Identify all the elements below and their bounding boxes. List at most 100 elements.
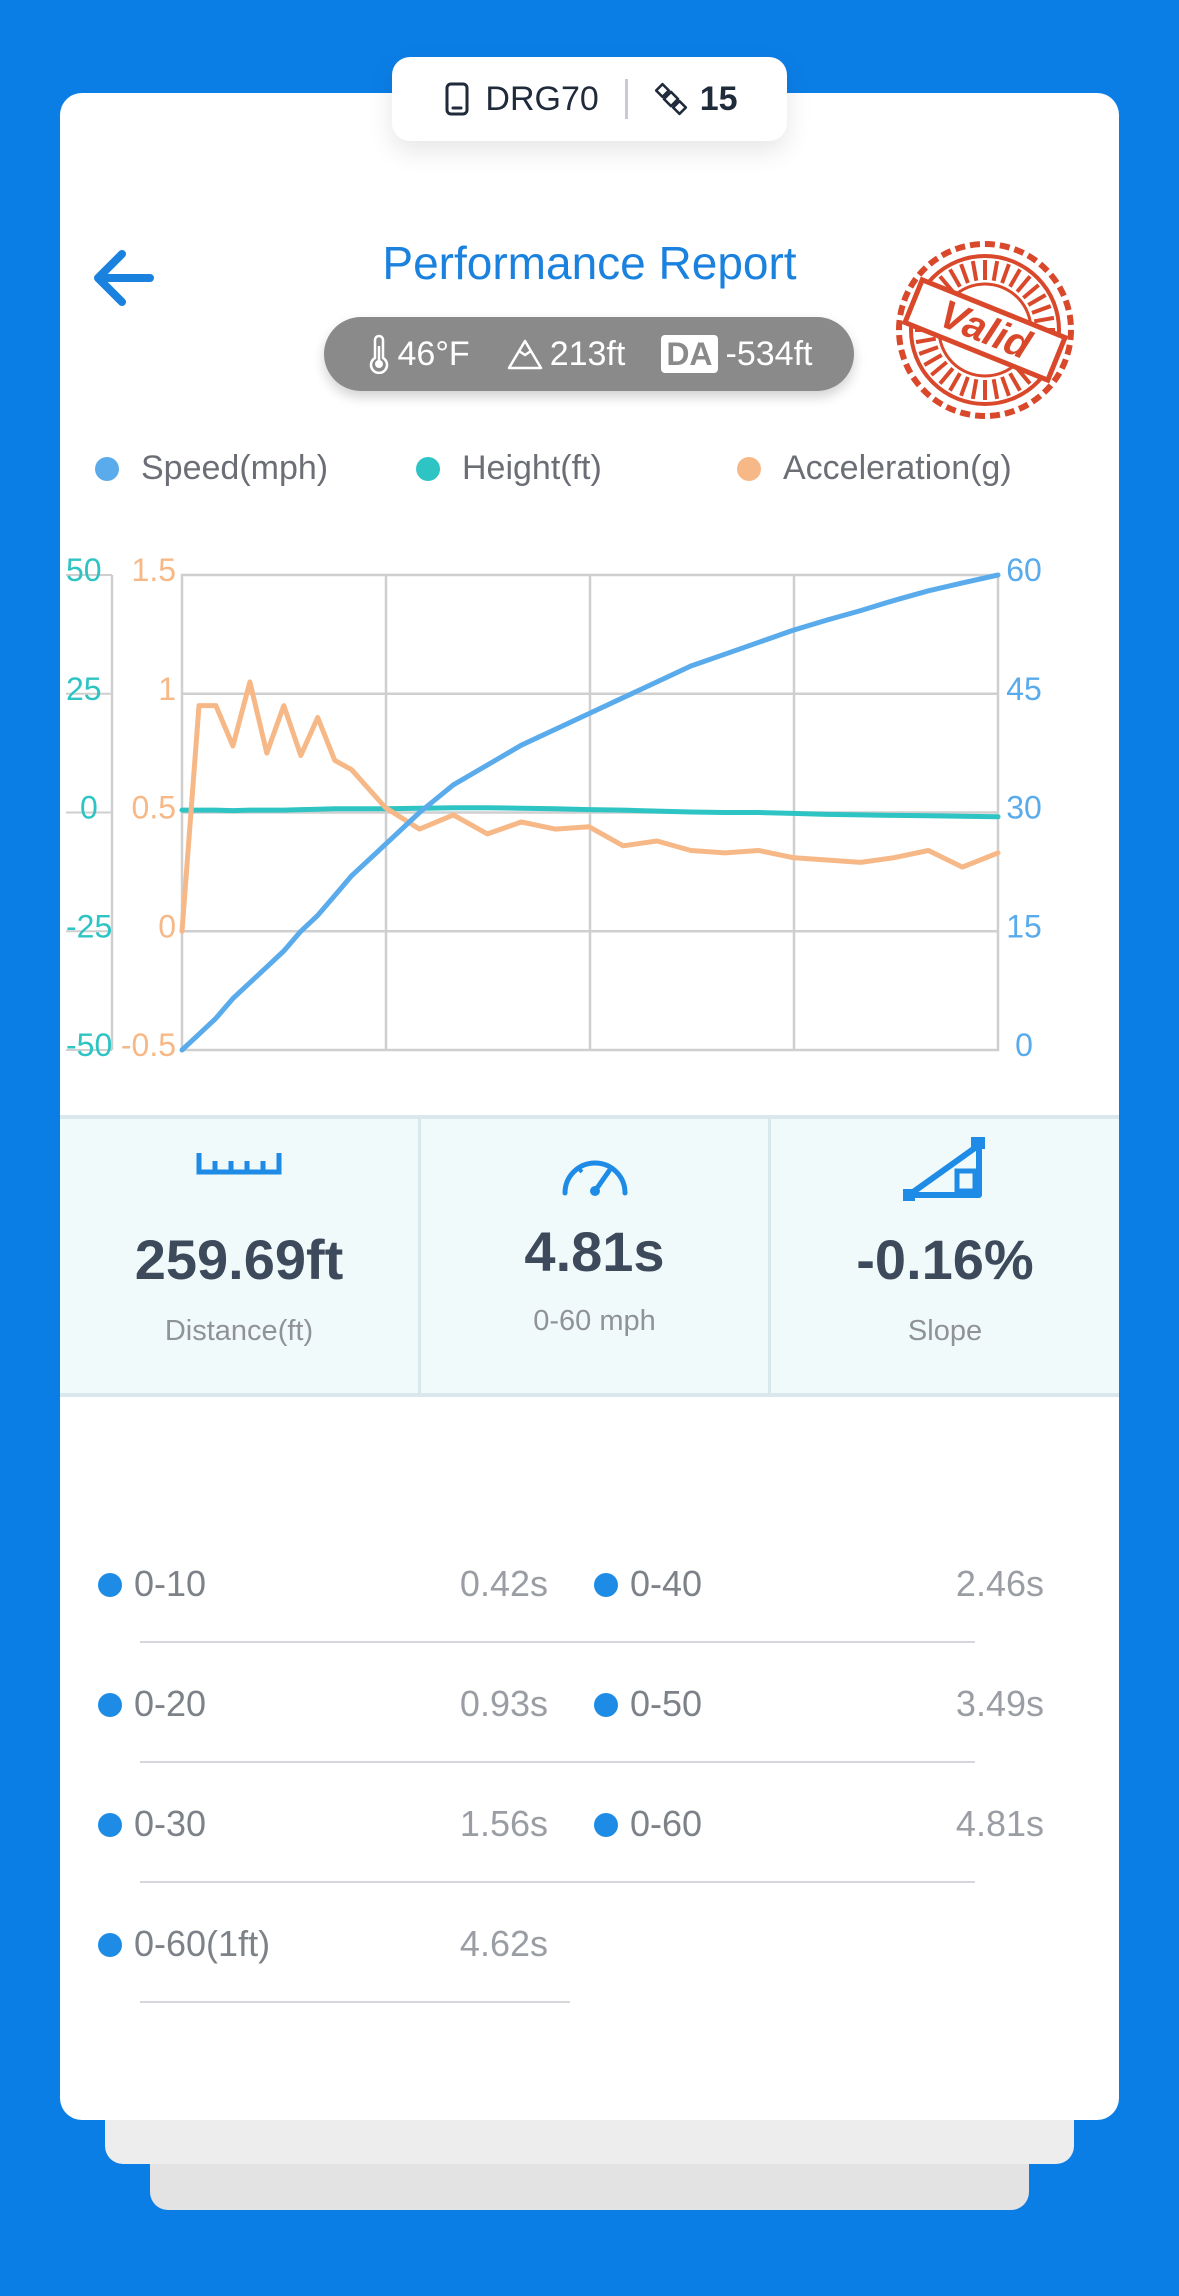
conditions-pill: 46°F 213ft DA -534ft [324, 317, 854, 391]
stamp-ray [1033, 315, 1055, 324]
row-divider [140, 1641, 975, 1643]
series-line-height [179, 805, 1001, 820]
tick-label-acceleration: 0 [158, 908, 176, 944]
split-row: 0-20 0.93s [98, 1673, 548, 1733]
satellite-icon [654, 82, 687, 116]
stat-divider [768, 1119, 771, 1393]
tick-label-acceleration: 1.5 [132, 552, 176, 588]
split-row: 0-60 4.81s [594, 1793, 1044, 1853]
legend-acceleration: Acceleration(g) [737, 449, 1012, 488]
slope-value: -0.16% [856, 1228, 1034, 1291]
legend-dot [95, 456, 119, 481]
legend-dot [737, 456, 761, 481]
arrow-left-icon [94, 250, 154, 306]
zero-sixty-label: 0-60 mph [533, 1305, 656, 1337]
tick-label-height: -50 [66, 1027, 112, 1063]
performance-chart[interactable]: 50 25 0 -25 -50 1.5 1 0.5 0 -0.5 60 45 30 15 0 [60, 513, 1119, 1113]
tick-label-speed: 30 [1006, 790, 1042, 826]
stamp-ray [1008, 372, 1022, 392]
density-altitude: DA -534ft [661, 335, 812, 374]
chart-legend: Speed(mph) Height(ft) Acceleration(g) [60, 449, 1119, 499]
tick-label-height: 0 [80, 790, 98, 826]
stamp-ray [970, 378, 979, 400]
stamp-ray [918, 345, 939, 356]
stamp-ray [948, 372, 962, 392]
tick-label-acceleration: -0.5 [121, 1027, 176, 1063]
split-row: 0-10 0.42s [98, 1553, 548, 1613]
split-bullet [98, 1813, 122, 1837]
density-altitude-value: -534ft [725, 334, 813, 373]
temperature-value: 46°F [397, 334, 470, 373]
stamp-ray [1015, 275, 1032, 293]
stat-distance: 259.69ft Distance(ft) [60, 1119, 418, 1393]
split-row: 0-50 3.49s [594, 1673, 1044, 1733]
stamp-ray [1000, 376, 1011, 397]
legend-label: Height(ft) [462, 449, 602, 487]
device-name: DRG70 [485, 79, 599, 118]
slope-label: Slope [907, 1315, 983, 1347]
tick-label-acceleration: 0.5 [132, 790, 176, 826]
split-time: 2.46s [955, 1563, 1044, 1604]
legend-speed: Speed(mph) [95, 449, 328, 488]
stamp-ray [991, 260, 1000, 282]
legend-label: Acceleration(g) [783, 449, 1012, 487]
stat-slope: -0.16% Slope [771, 1119, 1119, 1393]
split-name: 0-60 [630, 1803, 703, 1844]
split-name: 0-40 [630, 1563, 703, 1604]
satellite-count: 15 [699, 79, 738, 118]
tick-label-height: -25 [66, 908, 112, 944]
stat-divider [418, 1119, 421, 1393]
valid-stamp: Valid [890, 235, 1080, 425]
stamp-ray [948, 268, 962, 288]
stamp-ray [1000, 263, 1011, 284]
row-divider [140, 1881, 975, 1883]
mountain-icon [507, 339, 542, 370]
device-badge[interactable]: DRG70 15 [392, 57, 787, 141]
split-name: 0-60(1ft) [134, 1923, 271, 1964]
temperature: 46°F [366, 334, 470, 374]
split-bullet [594, 1813, 618, 1837]
split-time: 0.93s [459, 1683, 548, 1724]
stats-panel: 259.69ft Distance(ft) 4.81s 0-60 mph [60, 1115, 1119, 1397]
stamp-ray [970, 260, 979, 282]
split-name: 0-50 [630, 1683, 703, 1724]
thermometer-icon [369, 334, 388, 374]
divider [624, 79, 628, 119]
split-name: 0-20 [134, 1683, 207, 1724]
tick-label-height: 25 [66, 671, 102, 707]
altitude: 213ft [506, 334, 626, 374]
stamp-ray [1008, 268, 1022, 288]
stamp-ray [915, 336, 937, 345]
altitude-value: 213ft [549, 334, 626, 373]
stamp-seal-icon: Valid [896, 241, 1074, 419]
tick-label-acceleration: 1 [158, 671, 176, 707]
zero-sixty-value: 4.81s [524, 1220, 665, 1283]
stamp-ray [959, 263, 970, 284]
tick-label-speed: 60 [1006, 552, 1042, 588]
split-time: 1.56s [459, 1803, 548, 1844]
series-line-speed [179, 572, 1001, 1053]
stamp-ray [930, 360, 948, 377]
split-row: 0-60(1ft) 4.62s [98, 1913, 548, 1973]
split-bullet [594, 1693, 618, 1717]
tick-label-speed: 45 [1006, 671, 1042, 707]
stamp-ray [1022, 283, 1040, 300]
ruler-icon [196, 1153, 282, 1175]
split-time: 4.62s [459, 1923, 548, 1964]
stamp-ray [923, 353, 943, 367]
report-card: Performance Report 46°F 213ft DA -534ft [60, 93, 1119, 2120]
stat-zero-sixty: 4.81s 0-60 mph [421, 1119, 768, 1393]
split-row: 0-30 1.56s [98, 1793, 548, 1853]
tick-label-speed: 0 [1015, 1027, 1033, 1063]
distance-value: 259.69ft [134, 1228, 344, 1291]
legend-label: Speed(mph) [141, 449, 329, 487]
split-name: 0-10 [134, 1563, 207, 1604]
page-title: Performance Report [382, 237, 797, 289]
split-bullet [98, 1573, 122, 1597]
split-row: 0-40 2.46s [594, 1553, 1044, 1613]
legend-dot [416, 456, 440, 481]
back-button[interactable] [84, 238, 174, 318]
slope-icon [903, 1137, 985, 1201]
row-divider [140, 1761, 975, 1763]
split-time: 4.81s [955, 1803, 1044, 1844]
